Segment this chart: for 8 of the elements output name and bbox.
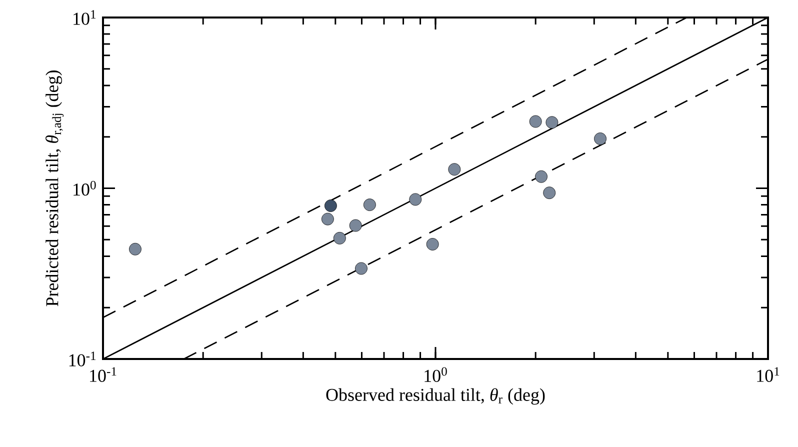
x-tick-label: 10$^{1}$ <box>757 367 780 382</box>
y-tick-label: 10$^{1}$ <box>74 10 96 25</box>
x-axis-title: Observed residual tilt, θ$_{r}$ (deg) <box>326 388 545 405</box>
y-axis-title: Predicted residual tilt, θ$_{r,adj}$ (deg) <box>46 70 64 306</box>
x-tick-label: 10$^{0}$ <box>424 367 447 382</box>
x-tick-label: 10$^{-1}$ <box>90 367 116 382</box>
y-tick-label: 10$^{0}$ <box>74 180 96 196</box>
y-tick-label: 10$^{-1}$ <box>69 352 96 366</box>
